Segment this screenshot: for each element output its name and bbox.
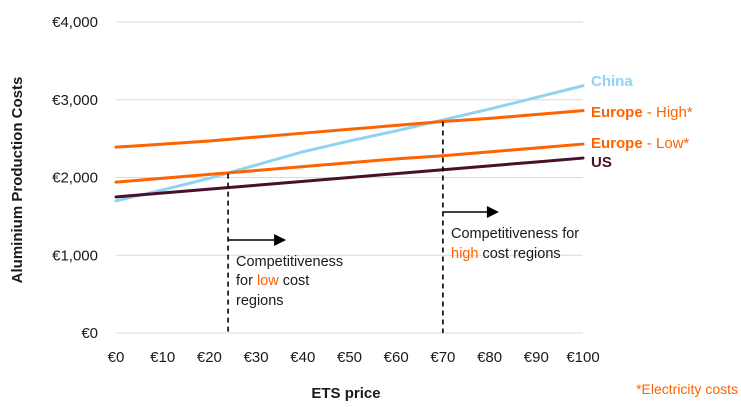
- footnote: *Electricity costs: [636, 381, 738, 397]
- x-tick-label: €40: [290, 349, 315, 366]
- x-tick-label: €80: [477, 349, 502, 366]
- x-tick-label: €0: [108, 349, 125, 366]
- annotation-line: regions: [236, 293, 284, 309]
- x-tick-label: €60: [384, 349, 409, 366]
- series-label: Europe - High*: [591, 104, 693, 121]
- x-axis-title: ETS price: [311, 385, 380, 402]
- annotation-highlight: low: [257, 273, 279, 289]
- x-tick-label: €100: [566, 349, 599, 366]
- y-tick-labels: €0 €1,000 €2,000 €3,000 €4,000: [52, 14, 98, 342]
- series-line-2: [114, 142, 585, 184]
- series-line-1: [114, 109, 585, 149]
- x-tick-label: €50: [337, 349, 362, 366]
- annotation-line: high cost regions: [451, 246, 561, 262]
- arrow-head-icon: [486, 206, 499, 218]
- x-tick-label: €10: [150, 349, 175, 366]
- y-tick-label: €0: [81, 325, 98, 342]
- series-name: US: [591, 154, 612, 171]
- series-label: Europe - Low*: [591, 135, 690, 152]
- x-tick-label: €20: [197, 349, 222, 366]
- annotation-line: Competitiveness for: [451, 226, 579, 242]
- annotation-line: Competitiveness: [236, 254, 343, 270]
- y-axis-title: Aluminium Production Costs: [9, 77, 26, 284]
- series-line-3: [114, 156, 585, 199]
- y-tick-label: €1,000: [52, 247, 98, 264]
- series-name-suffix: - High*: [643, 104, 693, 121]
- annotation-text: cost: [279, 273, 310, 289]
- series-name: Europe: [591, 104, 643, 121]
- y-tick-label: €4,000: [52, 14, 98, 31]
- y-tick-label: €2,000: [52, 170, 98, 187]
- annotation-text: cost regions: [478, 246, 560, 262]
- series-name-suffix: - Low*: [643, 135, 690, 152]
- series-label: China: [591, 73, 633, 90]
- x-tick-label: €30: [244, 349, 269, 366]
- annotations: Competitiveness for low cost regions Compet…: [227, 121, 579, 333]
- annotation-line: for low cost: [236, 273, 309, 289]
- x-tick-labels: €0 €10 €20 €30 €40 €50 €60 €70 €80 €90 €100: [108, 349, 600, 366]
- series-name: China: [591, 73, 633, 90]
- series-label: US: [591, 154, 612, 171]
- y-tick-label: €3,000: [52, 92, 98, 109]
- series-lines: [114, 84, 585, 203]
- x-tick-label: €70: [430, 349, 455, 366]
- annotation-highlight: high: [451, 246, 478, 262]
- annotation-text: for: [236, 273, 257, 289]
- series-name: Europe: [591, 135, 643, 152]
- x-tick-label: €90: [524, 349, 549, 366]
- series-line-0: [114, 84, 585, 203]
- arrow-head-icon: [274, 234, 287, 246]
